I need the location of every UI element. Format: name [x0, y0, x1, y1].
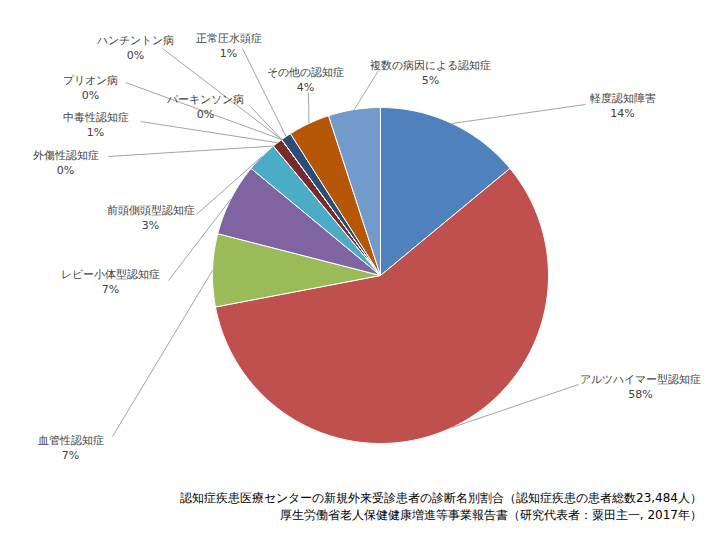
html-text:認知症疾患医療センターの新規外来受診患者の診断名別割合（認知: 認知症疾患医療センターの新規外来受診患者の診断名別割合（認知症疾患の患者総数23…: [180, 491, 702, 505]
svg-text:その他の認知症4%: その他の認知症4%: [267, 66, 344, 94]
html-text:厚生労働省老人保健健康増進等事業報告書（研究代表者：粟田主一: 厚生労働省老人保健健康増進等事業報告書（研究代表者：粟田主一, 2017年）: [279, 508, 702, 522]
svg-text:中毒性認知症1%: 中毒性認知症1%: [63, 111, 129, 139]
svg-text:レビー小体型認知症7%: レビー小体型認知症7%: [61, 268, 160, 296]
svg-text:外傷性認知症0%: 外傷性認知症0%: [33, 149, 99, 177]
svg-text:ハンチントン病0%: ハンチントン病0%: [96, 34, 174, 62]
svg-text:正常圧水頭症1%: 正常圧水頭症1%: [196, 32, 262, 60]
svg-text:軽度認知障害14%: 軽度認知障害14%: [590, 92, 656, 120]
svg-text:パーキンソン病0%: パーキンソン病0%: [166, 93, 244, 121]
svg-text:アルツハイマー型認知症58%: アルツハイマー型認知症58%: [580, 373, 701, 401]
svg-text:前頭側頭型認知症3%: 前頭側頭型認知症3%: [107, 204, 195, 232]
svg-text:プリオン病0%: プリオン病0%: [63, 74, 118, 102]
svg-text:複数の病因による認知症5%: 複数の病因による認知症5%: [370, 59, 491, 87]
svg-text:血管性認知症7%: 血管性認知症7%: [38, 434, 104, 462]
